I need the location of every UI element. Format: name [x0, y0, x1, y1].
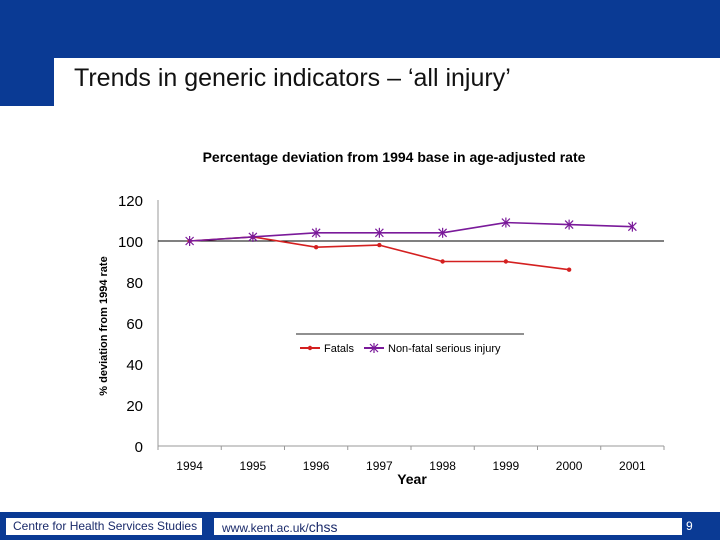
- y-tick-label: 120: [118, 193, 143, 210]
- footer-url-prefix: www.kent.ac.uk/: [222, 521, 309, 535]
- x-tick-label: 1996: [303, 459, 330, 473]
- x-tick-label: 1998: [429, 459, 456, 473]
- y-tick-label: 0: [135, 439, 143, 456]
- x-tick-label: 2000: [556, 459, 583, 473]
- footer-org: Centre for Health Services Studies: [13, 519, 198, 533]
- footer-url[interactable]: www.kent.ac.uk/chss: [222, 519, 338, 535]
- x-tick-label: 2001: [619, 459, 646, 473]
- legend-nonfatal-label: Non-fatal serious injury: [388, 343, 501, 355]
- data-point-nonfatal: [311, 227, 321, 238]
- page-number: 9: [686, 519, 693, 533]
- y-tick-label: 20: [126, 398, 143, 415]
- data-point-fatals: [566, 267, 572, 272]
- title-box: Trends in generic indicators – ‘all inju…: [54, 58, 720, 106]
- footer-left-panel: [6, 518, 202, 535]
- slide-title: Trends in generic indicators – ‘all inju…: [74, 64, 511, 92]
- data-point-nonfatal: [501, 217, 511, 228]
- data-point-nonfatal: [185, 236, 195, 246]
- data-point-nonfatal: [438, 227, 448, 238]
- y-tick-label: 80: [126, 275, 143, 292]
- data-point-fatals: [440, 259, 445, 264]
- data-point-nonfatal: [248, 231, 258, 242]
- x-tick-label: 1995: [240, 459, 267, 473]
- footer-url-suffix: chss: [308, 519, 338, 535]
- x-tick-label: 1999: [493, 459, 520, 473]
- y-axis-label: % deviation from 1994 rate: [98, 256, 110, 395]
- legend-fatals-marker: [307, 345, 313, 351]
- chart: Percentage deviation from 1994 base in a…: [98, 149, 665, 487]
- data-point-nonfatal: [374, 227, 384, 238]
- data-point-fatals: [377, 242, 382, 248]
- data-point-nonfatal: [627, 221, 637, 232]
- x-tick-label: 1997: [366, 459, 393, 473]
- x-axis-label: Year: [397, 471, 427, 487]
- y-tick-label: 60: [126, 316, 143, 333]
- legend-fatals-label: Fatals: [324, 343, 354, 355]
- data-point-fatals: [503, 259, 509, 264]
- footer-mid-panel: [214, 518, 682, 535]
- series-line-fatals: [189, 236, 570, 271]
- y-tick-label: 40: [126, 357, 143, 374]
- data-point-nonfatal: [564, 219, 574, 230]
- x-tick-label: 1994: [176, 459, 203, 473]
- data-point-fatals: [313, 244, 319, 250]
- y-tick-label: 100: [118, 234, 143, 251]
- legend-nonfatal-marker: [369, 343, 379, 353]
- series-line-nonfatal: [189, 221, 633, 242]
- chart-title: Percentage deviation from 1994 base in a…: [203, 149, 586, 165]
